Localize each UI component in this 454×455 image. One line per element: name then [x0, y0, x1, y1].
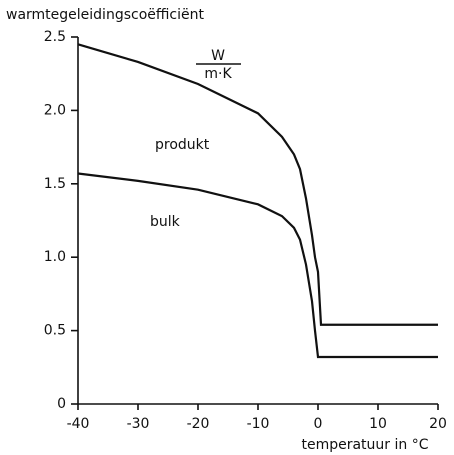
y-tick-label: 0: [57, 396, 66, 412]
y-tick-label: 2.0: [44, 102, 66, 118]
x-tick-label: 10: [369, 416, 387, 432]
unit-numerator: W: [211, 48, 225, 64]
y-tick-label: 2.5: [44, 29, 66, 45]
x-tick-label: -10: [247, 416, 270, 432]
line: [77, 172, 438, 359]
y-axis-label: warmtegeleidingscoëfficiënt: [6, 7, 204, 23]
x-tick-label: 0: [314, 416, 323, 432]
y-tick-label: 1.5: [44, 176, 66, 192]
series-label: produkt: [155, 137, 210, 153]
x-tick-label: -20: [187, 416, 210, 432]
line: [77, 43, 438, 326]
series-label: bulk: [150, 214, 181, 230]
y-tick-label: 0.5: [44, 323, 66, 339]
x-axis-label: temperatuur in °C: [301, 437, 428, 453]
unit-denominator: m·K: [204, 66, 232, 82]
x-tick-label: -40: [67, 416, 90, 432]
x-tick-label: 20: [429, 416, 447, 432]
x-tick-label: -30: [127, 416, 150, 432]
y-tick-label: 1.0: [44, 249, 66, 265]
